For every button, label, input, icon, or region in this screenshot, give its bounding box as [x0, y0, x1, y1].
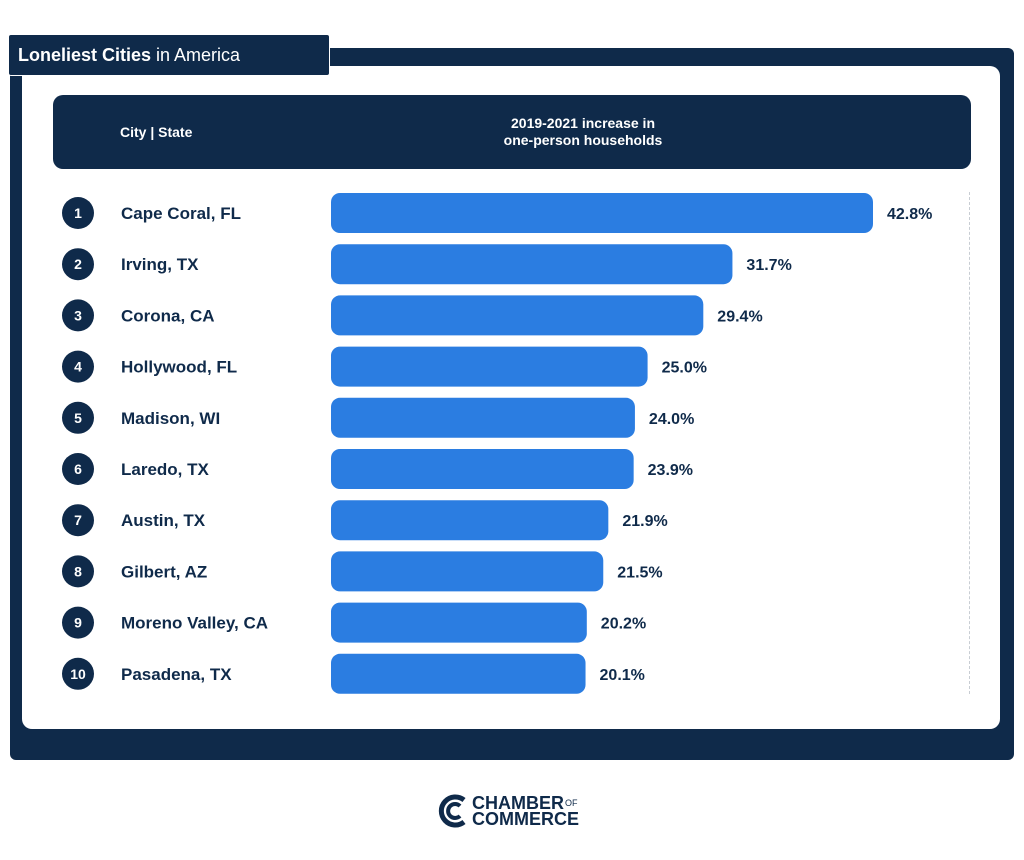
bar-value-label: 21.5%: [617, 564, 662, 581]
bar-value-label: 20.1%: [600, 667, 645, 684]
rank-number: 7: [74, 512, 82, 528]
bar: [331, 602, 587, 643]
chamber-logo-icon: [438, 794, 466, 828]
rank-number: 9: [74, 615, 82, 631]
bar: [331, 295, 704, 336]
rank-number: 8: [74, 563, 82, 579]
rank-number: 4: [74, 359, 82, 375]
rank-number: 3: [74, 307, 82, 323]
bar-value-label: 23.9%: [648, 462, 693, 479]
chamber-of-commerce-logo: CHAMBEROF COMMERCE: [438, 792, 579, 830]
chart-title-rest: in America: [156, 44, 241, 65]
reference-dashed-line: [969, 192, 970, 694]
city-label: Austin, TX: [121, 511, 206, 530]
city-label: Moreno Valley, CA: [121, 614, 268, 633]
metric-column-header: 2019-2021 increase in one-person househo…: [483, 95, 683, 169]
logo-line1: CHAMBER: [472, 793, 564, 813]
chart-title: Loneliest Cities in America: [8, 34, 330, 76]
bar-value-label: 20.2%: [601, 616, 646, 633]
bar-value-label: 42.8%: [887, 206, 932, 223]
rank-badge: [62, 657, 94, 690]
bar: [331, 397, 635, 438]
city-label: Irving, TX: [121, 255, 199, 274]
bar-value-label: 29.4%: [717, 308, 762, 325]
logo-of: OF: [565, 798, 578, 808]
city-label: Madison, WI: [121, 409, 220, 428]
city-column-header: City | State: [120, 124, 193, 140]
city-label: Laredo, TX: [121, 460, 210, 479]
rank-number: 5: [74, 410, 82, 426]
logo-line2: COMMERCE: [472, 809, 579, 829]
rank-number: 6: [74, 461, 82, 477]
bar-value-label: 25.0%: [662, 360, 707, 377]
rank-badge: [62, 504, 94, 537]
rank-badge: [62, 350, 94, 383]
city-label: Gilbert, AZ: [121, 562, 207, 581]
rank-badge: [62, 299, 94, 332]
city-label: Cape Coral, FL: [121, 204, 241, 223]
bar-value-label: 24.0%: [649, 411, 694, 428]
rank-badge: [62, 555, 94, 588]
table-header: City | State 2019-2021 increase in one-p…: [53, 95, 971, 169]
bar-value-label: 31.7%: [746, 257, 791, 274]
rank-badge: [62, 453, 94, 485]
bar: [331, 346, 648, 387]
metric-header-line2: one-person households: [503, 132, 663, 148]
bar: [331, 551, 604, 592]
bar: [331, 449, 634, 489]
city-label: Hollywood, FL: [121, 358, 237, 377]
chart-title-bold: Loneliest Cities: [18, 44, 152, 65]
rank-number: 1: [74, 205, 82, 221]
bar: [331, 500, 609, 541]
city-label: Pasadena, TX: [121, 665, 232, 684]
rank-number: 2: [74, 256, 82, 272]
rank-number: 10: [70, 666, 86, 682]
bar: [331, 244, 733, 285]
rank-badge: [62, 197, 94, 229]
city-label: Corona, CA: [121, 306, 215, 325]
metric-header-line1: 2019-2021 increase in: [511, 114, 655, 131]
bar: [331, 193, 873, 233]
bar: [331, 653, 586, 694]
bar-value-label: 21.9%: [622, 513, 667, 530]
rank-badge: [62, 248, 94, 281]
rank-badge: [62, 401, 94, 434]
rank-badge: [62, 606, 94, 639]
